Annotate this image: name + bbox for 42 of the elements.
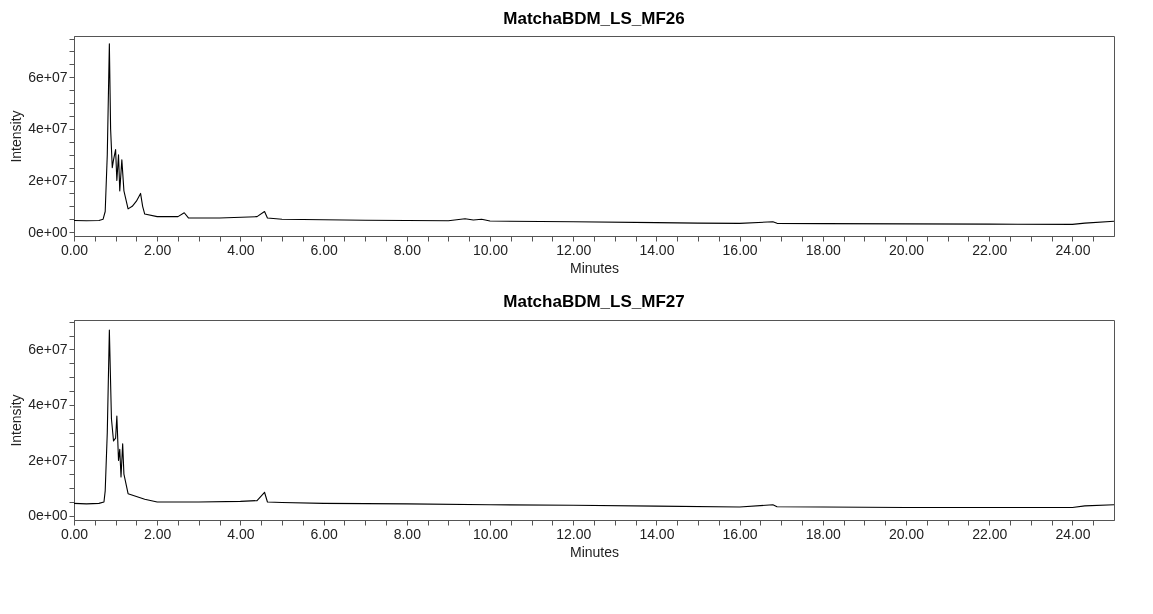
x-tick-label: 6.00 xyxy=(310,525,338,542)
x-tick-label: 16.00 xyxy=(722,525,758,542)
x-tick-label: 10.00 xyxy=(472,525,509,542)
y-tick-label: 6e+07 xyxy=(28,340,68,357)
y-tick-label: 4e+07 xyxy=(28,396,68,413)
line-series xyxy=(73,329,1115,509)
x-tick-label: 6.00 xyxy=(310,241,338,258)
x-tick-label: 20.00 xyxy=(888,241,925,258)
x-axis-title: Minutes xyxy=(569,259,620,276)
x-tick-label: 12.00 xyxy=(556,241,592,258)
y-tick-label: 0e+00 xyxy=(28,223,68,240)
y-tick-label: 2e+07 xyxy=(28,451,68,468)
y-axis-title: Intensity xyxy=(8,110,25,163)
y-tick-label: 6e+07 xyxy=(28,68,68,85)
chart-title: MatchaBDM_LS_MF27 xyxy=(503,291,685,311)
x-tick-label: 4.00 xyxy=(227,241,255,258)
x-axis-title: Minutes xyxy=(569,543,620,560)
y-axis-title: Intensity xyxy=(8,394,25,447)
x-tick-label: 10.00 xyxy=(472,241,509,258)
x-tick-label: 2.00 xyxy=(144,525,172,542)
x-tick-label: 14.00 xyxy=(639,525,675,542)
x-tick-label: 18.00 xyxy=(805,241,842,258)
x-tick-label: 16.00 xyxy=(722,241,758,258)
x-tick-label: 0.00 xyxy=(60,241,89,258)
y-tick-label: 2e+07 xyxy=(28,172,68,189)
x-tick-label: 2.00 xyxy=(144,241,172,258)
x-tick-label: 24.00 xyxy=(1055,525,1091,542)
y-tick-label: 0e+00 xyxy=(28,507,68,524)
x-tick-label: 22.00 xyxy=(972,525,1008,542)
x-tick-label: 8.00 xyxy=(393,525,422,542)
x-tick-label: 0.00 xyxy=(60,525,89,542)
x-tick-label: 12.00 xyxy=(556,525,592,542)
x-tick-label: 4.00 xyxy=(227,525,255,542)
x-tick-label: 22.00 xyxy=(972,241,1008,258)
x-tick-label: 18.00 xyxy=(805,525,842,542)
line-series xyxy=(73,43,1115,225)
x-tick-label: 24.00 xyxy=(1055,241,1091,258)
x-tick-label: 8.00 xyxy=(393,241,422,258)
y-tick-label: 4e+07 xyxy=(28,120,68,137)
x-tick-label: 20.00 xyxy=(888,525,925,542)
x-tick-label: 14.00 xyxy=(639,241,675,258)
chart-title: MatchaBDM_LS_MF26 xyxy=(503,8,685,28)
